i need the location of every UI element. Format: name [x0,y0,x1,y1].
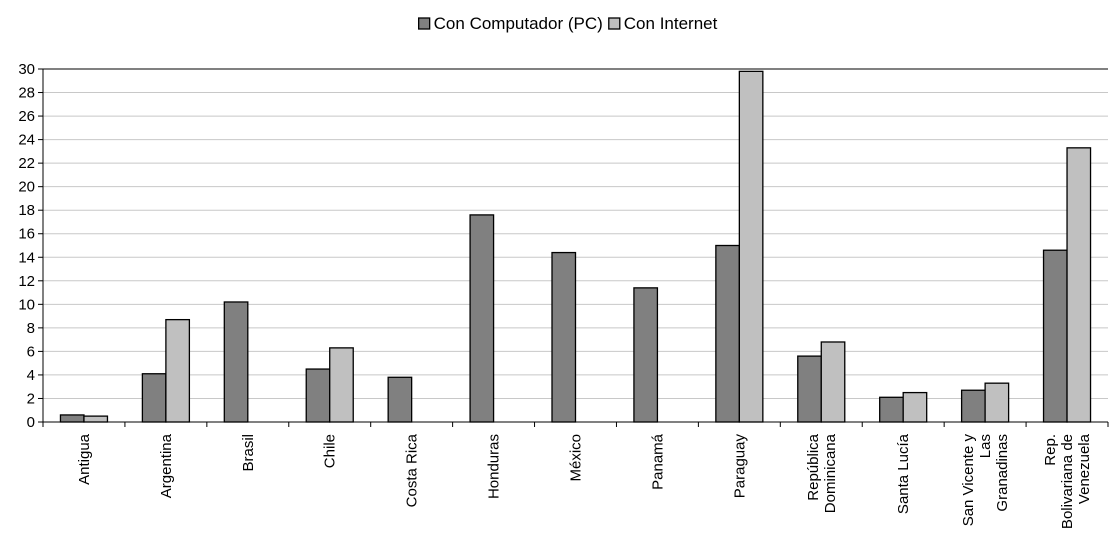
bar-pc [551,251,577,423]
bar-internet [902,391,928,423]
x-category-label: México [568,434,585,482]
x-category-label-line: Antigua [76,433,93,485]
y-tick-label: 10 [18,296,35,313]
x-category-label-line: Dominicana [822,433,839,513]
x-category-label-line: Las [977,434,994,458]
y-tick-label: 14 [18,249,35,266]
bar-pc [960,389,986,423]
y-tick-label: 26 [18,108,35,125]
bar-internet [329,347,354,423]
x-category-label-line: Argentina [158,433,175,498]
bar-pc [141,373,167,423]
y-tick-label: 20 [18,179,35,196]
bar-pc [1042,249,1068,423]
x-category-label: Santa Lucía [895,433,912,514]
y-tick-label: 18 [18,202,35,219]
y-tick-label: 30 [18,61,35,78]
x-category-label: Brasil [240,434,257,472]
x-category-label-line: Costa Rica [404,433,421,507]
y-tick-label: 12 [18,273,35,290]
bar-internet [165,318,191,423]
x-category-label-line: Venezuela [1076,433,1093,504]
bar-pc [797,355,822,423]
bar-pc [387,376,413,423]
x-category-label-line: República [805,433,822,500]
bar-internet [1066,147,1092,423]
bar-pc [633,287,659,423]
y-tick-label: 24 [18,132,35,149]
bar-pc [305,368,331,423]
y-tick-label: 28 [18,85,35,102]
x-category-label-line: Honduras [486,434,503,499]
y-tick-label: 22 [18,155,35,172]
x-category-label-line: Paraguay [731,434,748,499]
x-category-label: Antigua [76,433,93,485]
y-tick-label: 0 [27,414,35,431]
y-tick-label: 16 [18,226,35,243]
bar-pc [879,396,904,423]
bar-pc [469,214,495,423]
legend: Con Computador (PC) Con Internet [418,14,718,33]
legend-swatch [418,17,431,30]
x-category-label: República Dominicana [805,433,839,513]
x-category-label-line: Rep. [1042,434,1059,466]
x-category-label-line: San Vicente y [960,434,977,527]
x-category-label: Rep. Bolivariana de Venezuela [1042,433,1093,529]
bar-pc [223,301,249,423]
x-category-label-line: Santa Lucía [895,433,912,514]
x-category-label: San Vicente y Las Granadinas [960,434,1011,527]
bar-pc [59,414,85,423]
bar-internet [83,415,109,423]
x-category-label: Honduras [486,434,503,499]
y-tick-label: 8 [27,320,35,337]
y-tick-label: 6 [27,343,35,360]
x-category-label-line: Brasil [240,434,257,472]
x-category-label-line: Bolivariana de [1059,434,1076,529]
bar-internet [820,341,846,423]
x-category-label-line: Granadinas [994,434,1011,512]
x-category-label-line: Chile [322,434,339,468]
x-category-label-line: México [568,434,585,482]
bar-pc [715,244,740,423]
bar-internet [738,70,764,423]
y-tick-label: 2 [27,390,35,407]
y-tick-label: 4 [27,367,35,384]
x-category-label: Chile [322,434,339,468]
x-category-label: Panamá [649,433,666,490]
legend-swatch [608,17,621,30]
x-axis: Antigua Argentina Brasil Chile Costa Rica Hon… [42,421,1109,529]
x-category-label: Costa Rica [404,433,421,507]
x-category-label-line: Panamá [649,433,666,490]
bar-internet [984,382,1010,423]
bars [59,70,1092,423]
legend-label: Con Computador (PC) [434,14,603,33]
x-category-label: Paraguay [731,434,748,499]
x-category-label: Argentina [158,433,175,498]
legend-label: Con Internet [624,14,718,33]
